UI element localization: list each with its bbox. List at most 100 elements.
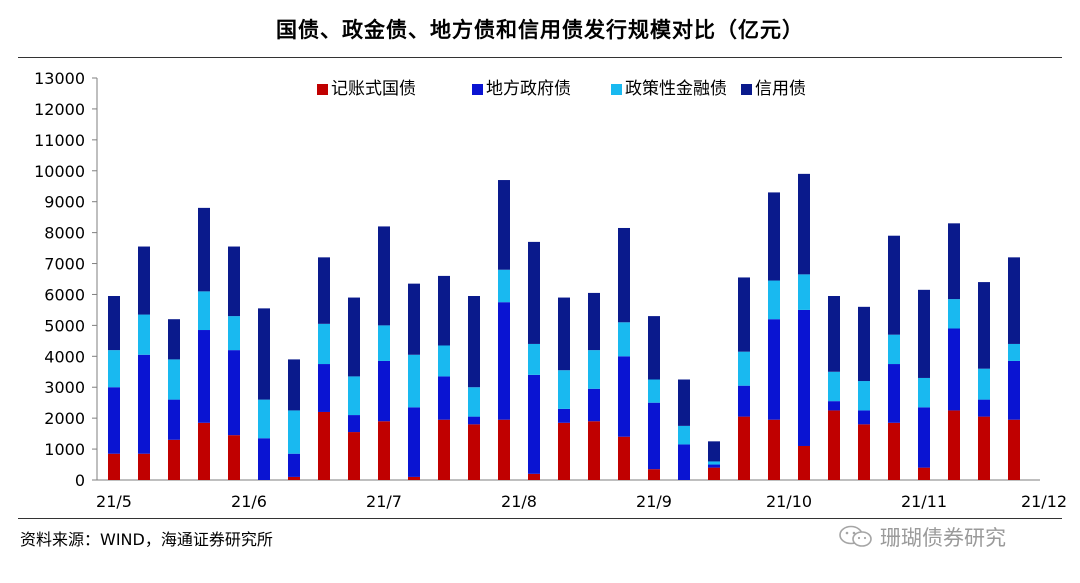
bar-segment-2 [768, 319, 780, 420]
bar-segment-2 [738, 385, 750, 417]
bar-segment-2 [258, 438, 270, 480]
bar-segment-1 [858, 424, 870, 480]
bar-segment-3 [618, 322, 630, 357]
bar-segment-3 [858, 381, 870, 411]
bar-segment-3 [348, 376, 360, 416]
bar-segment-1 [228, 435, 240, 480]
bar-segment-2 [318, 364, 330, 412]
bar-segment-3 [468, 387, 480, 417]
bar-segment-2 [1008, 360, 1020, 420]
x-tick-label: 21/5 [96, 492, 132, 511]
bar-segment-1 [888, 422, 900, 480]
bar-segment-1 [348, 432, 360, 480]
watermark-text: 珊瑚债券研究 [880, 526, 1006, 550]
bar-segment-4 [618, 227, 630, 323]
y-tick-label: 12000 [34, 100, 85, 119]
bar-segment-3 [918, 377, 930, 408]
bar-segment-4 [708, 441, 720, 462]
stacked-bar-chart: 0 1000 2000 3000 4000 5000 6000 7000 8000 9000 100… [34, 69, 1067, 511]
bar-segment-3 [1008, 343, 1020, 361]
bar-segment-1 [378, 421, 390, 480]
bar-segment-4 [888, 235, 900, 335]
bar-segment-2 [168, 399, 180, 440]
bar-segment-4 [438, 275, 450, 346]
bar-segment-1 [408, 476, 420, 480]
bar-segment-2 [828, 401, 840, 411]
bar-segment-4 [738, 277, 750, 352]
y-tick-label: 9000 [44, 193, 85, 212]
bar-segment-3 [408, 354, 420, 408]
bar-segment-2 [918, 407, 930, 468]
bar-segment-4 [1008, 257, 1020, 344]
bar-segment-2 [378, 360, 390, 422]
bar-segment-2 [858, 410, 870, 425]
bar-segment-3 [708, 461, 720, 465]
bar-segment-2 [648, 402, 660, 470]
bar-segment-1 [798, 445, 810, 480]
y-tick-label: 1000 [44, 440, 85, 459]
bar-segment-4 [828, 296, 840, 372]
bar-segment-4 [588, 292, 600, 351]
bar-segment-3 [498, 269, 510, 303]
legend-swatch [472, 84, 483, 95]
bar-segment-3 [948, 299, 960, 329]
y-tick-label: 3000 [44, 378, 85, 397]
bar-segment-4 [168, 319, 180, 360]
bar-segment-2 [468, 416, 480, 425]
bar-segment-2 [948, 328, 960, 411]
y-tick-label: 5000 [44, 316, 85, 335]
legend-swatch [611, 84, 622, 95]
bar-segment-1 [438, 419, 450, 480]
bar-segment-3 [168, 359, 180, 400]
title-divider-top [18, 57, 1062, 58]
bar-segment-2 [978, 399, 990, 417]
bar-segment-3 [588, 350, 600, 389]
x-tick-label: 21/9 [636, 492, 672, 511]
y-tick-label: 13000 [34, 69, 85, 88]
x-tick-label: 21/7 [366, 492, 402, 511]
y-tick-label: 6000 [44, 285, 85, 304]
bar-segment-4 [858, 306, 870, 382]
bar-segment-4 [948, 223, 960, 300]
bar-segment-3 [198, 291, 210, 331]
y-tick-label: 2000 [44, 409, 85, 428]
bar-segment-1 [618, 436, 630, 480]
bar-segment-4 [978, 282, 990, 369]
bar-segment-3 [228, 316, 240, 351]
bar-segment-4 [468, 296, 480, 388]
bar-segment-1 [648, 469, 660, 480]
bar-segment-2 [288, 453, 300, 477]
bar-segment-3 [438, 345, 450, 377]
bar-segment-1 [108, 453, 120, 480]
bar-segment-1 [318, 411, 330, 480]
x-tick-label: 21/8 [501, 492, 537, 511]
bar-segment-2 [408, 407, 420, 477]
bar-segment-1 [168, 439, 180, 480]
x-tick-label: 21/10 [766, 492, 812, 511]
bar-segment-3 [528, 343, 540, 375]
bar-segment-1 [708, 467, 720, 480]
bar-segment-1 [138, 453, 150, 480]
bar-segment-2 [678, 444, 690, 480]
bar-segment-3 [678, 425, 690, 445]
y-tick-label: 11000 [34, 131, 85, 150]
bar-segment-4 [198, 207, 210, 292]
bar-segment-2 [798, 309, 810, 446]
y-tick-label: 7000 [44, 255, 85, 274]
y-tick-label: 0 [75, 471, 85, 490]
bar-segment-4 [558, 297, 570, 371]
bar-segment-3 [738, 351, 750, 386]
bar-segment-4 [378, 226, 390, 326]
bar-segment-3 [798, 274, 810, 310]
legend-label: 地方政府债 [486, 79, 571, 99]
bar-segment-2 [228, 350, 240, 436]
bar-segment-4 [768, 192, 780, 281]
bar-segment-1 [288, 476, 300, 480]
source-note: 资料来源：WIND，海通证券研究所 [20, 530, 273, 549]
x-tick-label: 21/11 [901, 492, 947, 511]
bar-segment-3 [258, 399, 270, 439]
bar-segment-1 [498, 419, 510, 480]
bar-segment-2 [708, 464, 720, 468]
bar-segment-4 [918, 289, 930, 378]
y-tick-label: 10000 [34, 162, 85, 181]
